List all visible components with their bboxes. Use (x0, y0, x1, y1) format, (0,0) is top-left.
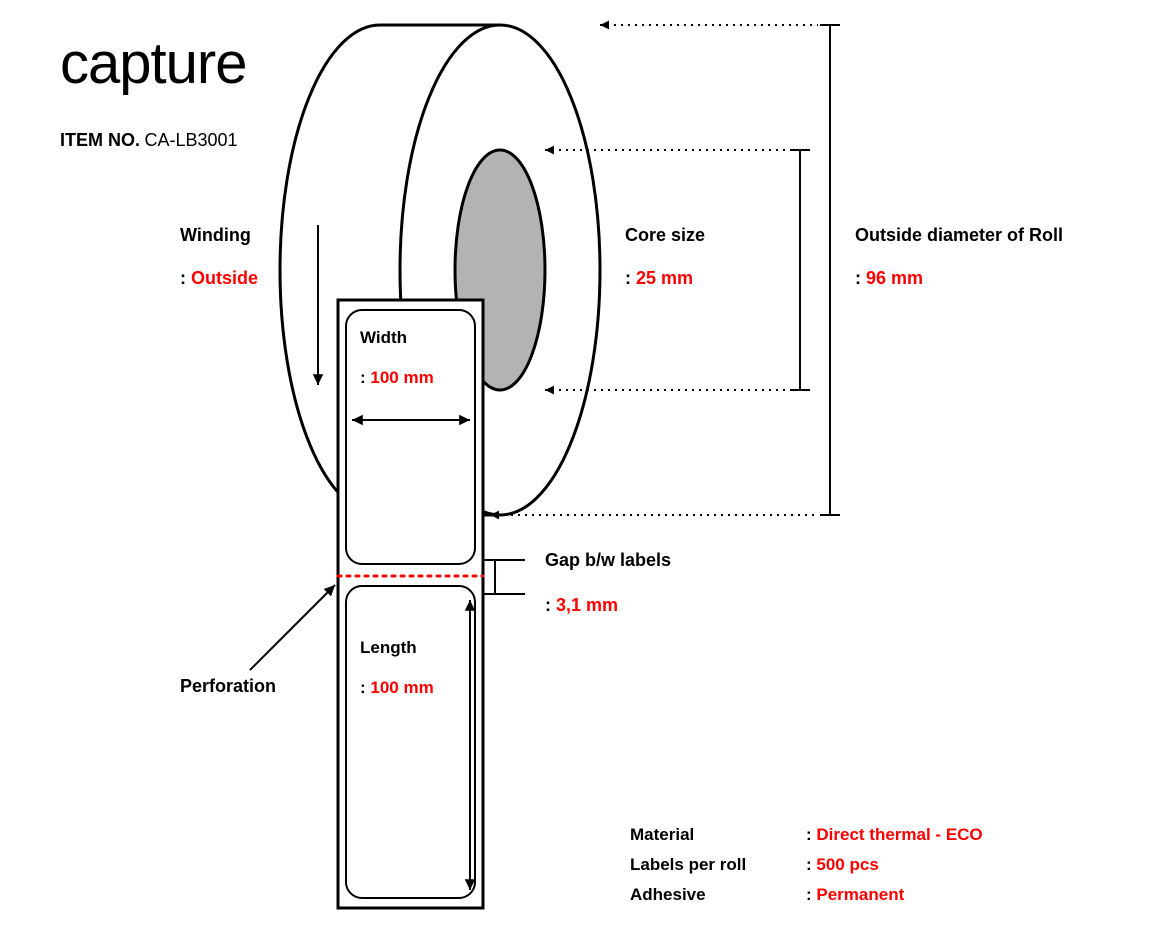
adhesive-label: Adhesive (630, 885, 800, 905)
od-label: Outside diameter of Roll (855, 225, 1063, 246)
perforation-label: Perforation (180, 676, 276, 697)
material-colon: : (806, 825, 816, 844)
core-colon: : (625, 268, 636, 288)
winding-value: Outside (191, 268, 258, 288)
adhesive-value: Permanent (816, 885, 904, 904)
width-value: 100 mm (370, 368, 433, 387)
length-colon: : (360, 678, 370, 697)
adhesive-colon: : (806, 885, 816, 904)
item-no-label: ITEM NO. (60, 130, 140, 150)
core-value: 25 mm (636, 268, 693, 288)
od-colon: : (855, 268, 866, 288)
winding-colon: : (180, 268, 191, 288)
gap-colon: : (545, 595, 556, 615)
core-label: Core size (625, 225, 705, 246)
width-label: Width (360, 328, 407, 348)
gap-label: Gap b/w labels (545, 550, 671, 571)
material-value: Direct thermal - ECO (816, 825, 982, 844)
winding-label: Winding (180, 225, 251, 246)
brand-logo: capture (60, 30, 246, 97)
lpr-value: 500 pcs (816, 855, 878, 874)
item-no-value: CA-LB3001 (144, 130, 237, 150)
width-colon: : (360, 368, 370, 387)
od-value: 96 mm (866, 268, 923, 288)
length-value: 100 mm (370, 678, 433, 697)
material-label: Material (630, 825, 800, 845)
lpr-colon: : (806, 855, 816, 874)
lpr-label: Labels per roll (630, 855, 800, 875)
gap-value: 3,1 mm (556, 595, 618, 615)
length-label: Length (360, 638, 417, 658)
